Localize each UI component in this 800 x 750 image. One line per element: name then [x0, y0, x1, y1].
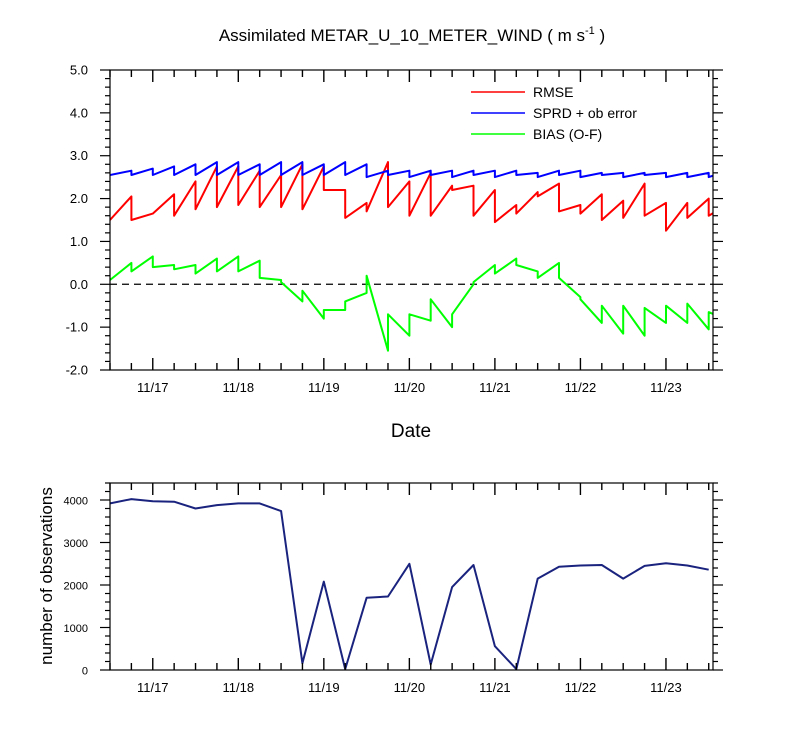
top-plot-frame: [109, 69, 714, 371]
top-chart-title-superscript: -1: [585, 25, 595, 37]
top-x-tick-label: 11/23: [650, 380, 682, 395]
bottom-y-tick-label: 2000: [64, 581, 88, 593]
bottom-x-tick-label: 11/21: [479, 680, 511, 695]
top-axes-group: 11/17 11/18 11/19 11/20 11/21 11/22 11/23 5.0 4.…: [66, 63, 723, 395]
top-y-tick-label: 2.0: [70, 191, 88, 206]
bottom-x-tick-label: 11/22: [565, 680, 597, 695]
top-y-tick-label: -2.0: [66, 363, 88, 378]
top-series-group: [110, 161, 713, 352]
bottom-series-group: [110, 498, 709, 670]
top-chart-title-main: Assimilated METAR_U_10_METER_WIND ( m s: [219, 26, 585, 45]
top-x-tick-label: 11/22: [565, 380, 597, 395]
top-series-line-sprd-ob-error: [110, 161, 713, 179]
top-chart: Assimilated METAR_U_10_METER_WIND ( m s-…: [66, 25, 723, 442]
legend-label-0: RMSE: [533, 84, 573, 100]
top-y-tick-label: -1.0: [66, 320, 88, 335]
bottom-x-tick-label: 11/19: [308, 680, 340, 695]
top-y-tick-label: 0.0: [70, 277, 88, 292]
top-chart-title: Assimilated METAR_U_10_METER_WIND ( m s-…: [219, 25, 605, 45]
top-x-tick-label: 11/17: [137, 380, 169, 395]
bottom-x-tick-label: 11/23: [650, 680, 682, 695]
bottom-y-tick-label: 0: [82, 666, 88, 678]
bottom-chart: 11/17 11/18 11/19 11/20 11/21 11/22 11/23 4000 3…: [37, 482, 723, 695]
legend-label-2: BIAS (O-F): [533, 126, 602, 142]
top-y-tick-label: 5.0: [70, 63, 88, 78]
top-y-tick-label: 3.0: [70, 148, 88, 163]
top-x-tick-label: 11/21: [479, 380, 511, 395]
bottom-y-axis-label: number of observations: [37, 487, 56, 665]
bottom-y-tick-label: 3000: [64, 538, 88, 550]
top-legend: RMSE SPRD + ob error BIAS (O-F): [471, 84, 637, 142]
top-x-tick-label: 11/20: [394, 380, 426, 395]
top-x-axis-label: Date: [391, 421, 431, 442]
bottom-x-tick-label: 11/18: [223, 680, 255, 695]
top-chart-title-end: ): [595, 26, 605, 45]
bottom-x-tick-label: 11/20: [394, 680, 426, 695]
bottom-y-tick-label: 1000: [64, 623, 88, 635]
bottom-axes-group: 11/17 11/18 11/19 11/20 11/21 11/22 11/23 4000 3…: [64, 482, 723, 695]
top-y-tick-label: 1.0: [70, 234, 88, 249]
bottom-series-line-obs-count: [110, 498, 709, 670]
top-x-tick-label: 11/18: [223, 380, 255, 395]
top-y-tick-label: 4.0: [70, 105, 88, 120]
top-series-line-bias-o-f: [110, 255, 713, 352]
bottom-y-tick-label: 4000: [64, 496, 88, 508]
bottom-x-tick-label: 11/17: [137, 680, 169, 695]
top-x-tick-label: 11/19: [308, 380, 340, 395]
legend-label-1: SPRD + ob error: [533, 105, 637, 121]
